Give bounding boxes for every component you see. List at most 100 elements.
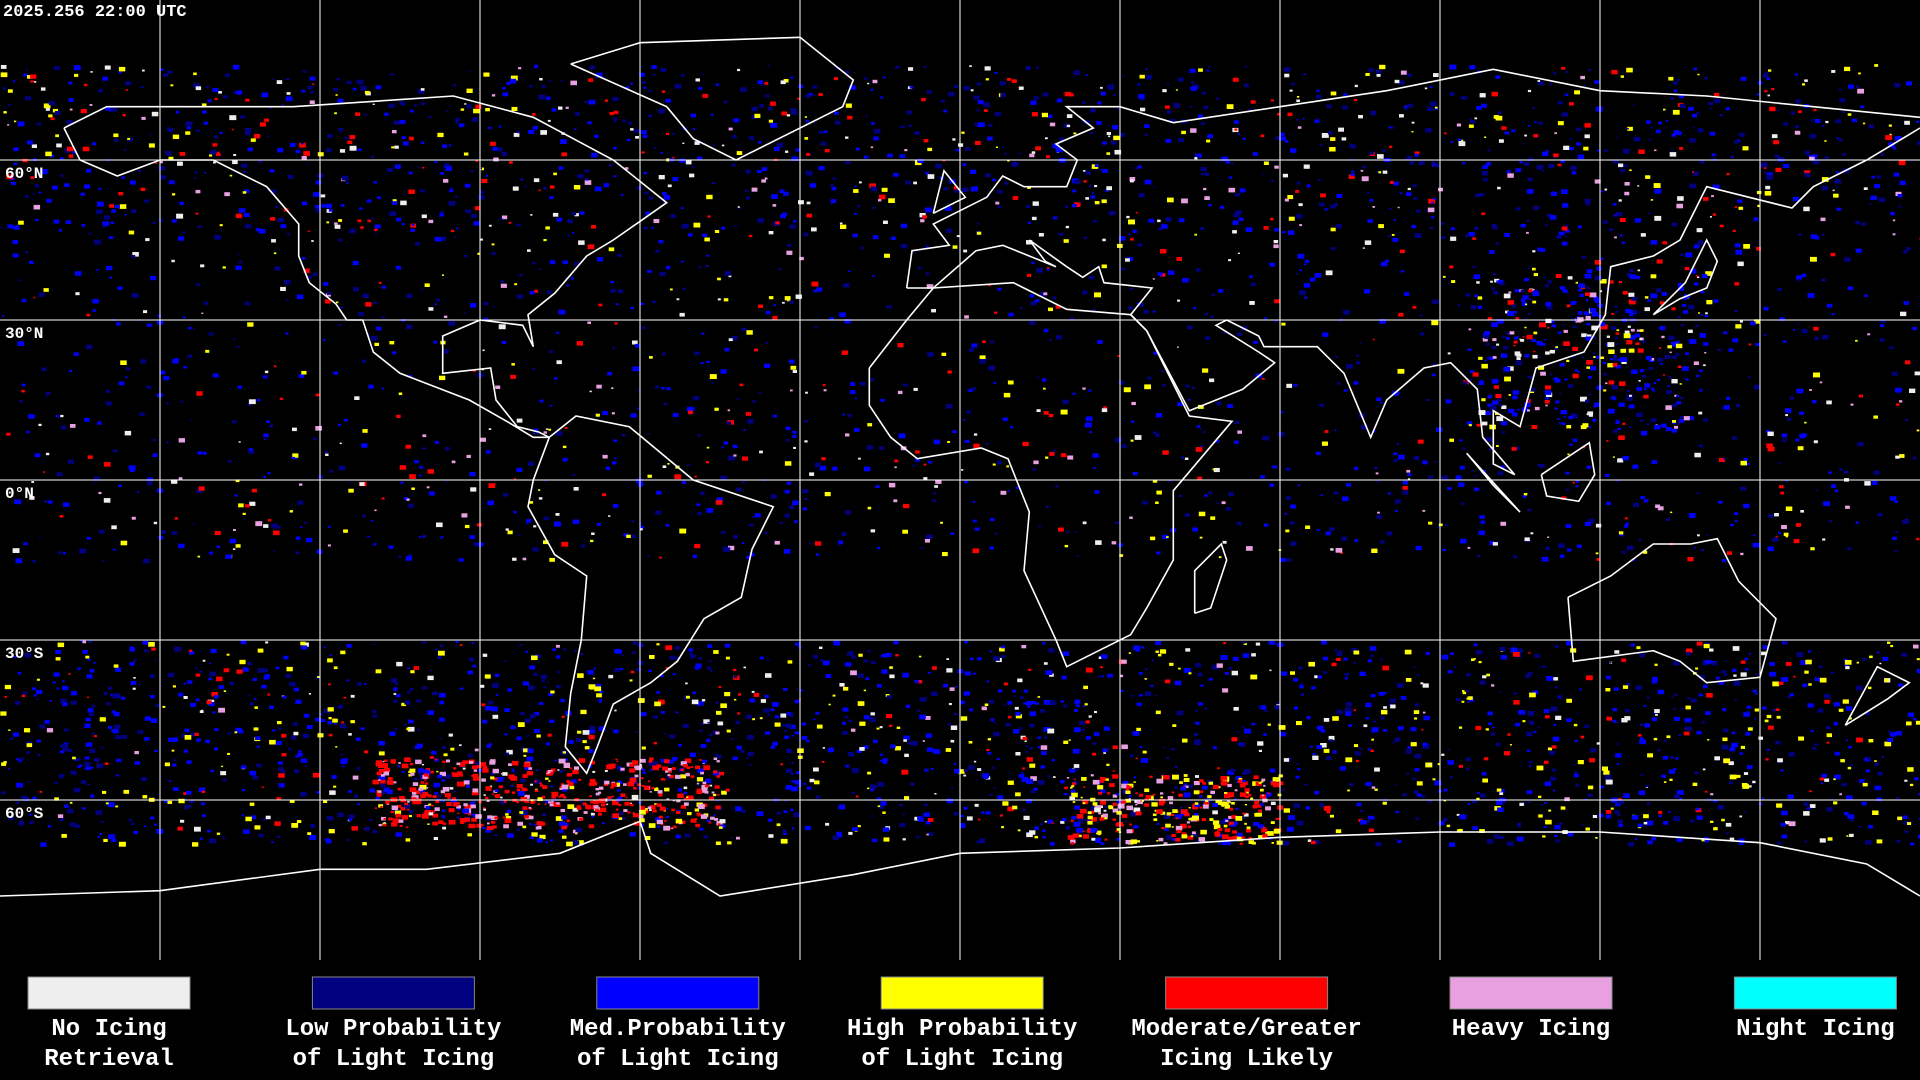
icing-pixel [700, 491, 705, 496]
icing-pixel [27, 781, 31, 783]
icing-pixel [49, 699, 52, 702]
icing-pixel [1270, 99, 1274, 102]
icing-pixel [1719, 224, 1724, 228]
icing-pixel [943, 109, 947, 113]
icing-pixel [168, 180, 175, 185]
icing-pixel [1120, 689, 1124, 692]
icing-pixel [103, 215, 110, 220]
icing-pixel [1326, 756, 1332, 760]
icing-pixel [1064, 786, 1068, 790]
icing-pixel [383, 822, 386, 824]
icing-pixel [1046, 155, 1051, 159]
icing-pixel [116, 758, 122, 763]
icing-pixel [879, 446, 884, 450]
icing-pixel [394, 145, 399, 149]
icing-pixel [1483, 178, 1488, 182]
icing-pixel [1537, 247, 1543, 252]
icing-pixel [341, 721, 344, 724]
icing-pixel [1625, 522, 1629, 525]
icing-pixel [1804, 170, 1811, 175]
icing-pixel [969, 169, 976, 174]
icing-pixel [245, 224, 252, 229]
icing-pixel [1738, 206, 1744, 210]
icing-pixel [670, 288, 673, 291]
icing-pixel [815, 795, 821, 799]
icing-pixel [852, 827, 858, 832]
icing-pixel [1280, 136, 1286, 141]
icing-pixel [1735, 324, 1742, 329]
icing-pixel [1022, 767, 1026, 770]
icing-pixel [449, 787, 454, 790]
icing-pixel [1800, 660, 1808, 665]
icing-pixel [1701, 721, 1705, 724]
icing-pixel [1151, 795, 1154, 798]
icing-pixel [715, 83, 720, 86]
icing-pixel [1232, 220, 1239, 225]
icing-pixel [571, 212, 577, 216]
icing-pixel [1187, 784, 1193, 788]
icing-pixel [142, 795, 148, 799]
icing-pixel [1166, 835, 1173, 840]
icing-pixel [759, 656, 764, 660]
icing-pixel [1785, 480, 1788, 482]
icing-pixel [506, 81, 511, 85]
icing-pixel [726, 421, 732, 425]
icing-pixel [870, 529, 876, 533]
icing-pixel [1275, 136, 1281, 141]
icing-pixel [759, 104, 764, 108]
icing-pixel [1855, 521, 1859, 524]
icing-pixel [979, 359, 986, 364]
icing-pixel [106, 702, 111, 706]
icing-pixel [1042, 92, 1049, 97]
icing-pixel [783, 191, 789, 196]
icing-pixel [786, 250, 793, 255]
icing-pixel [60, 174, 64, 177]
icing-pixel [1542, 835, 1546, 838]
icing-pixel [1164, 828, 1169, 832]
icing-pixel [1580, 75, 1585, 80]
icing-pixel [775, 221, 780, 225]
icing-pixel [1874, 184, 1881, 189]
icing-pixel [870, 88, 874, 91]
icing-pixel [452, 84, 456, 87]
icing-pixel [267, 693, 271, 696]
icing-pixel [1402, 490, 1409, 495]
icing-pixel [1345, 702, 1352, 707]
icing-pixel [1222, 688, 1229, 693]
icing-pixel [357, 148, 362, 152]
icing-pixel [1539, 464, 1545, 468]
icing-pixel [45, 391, 51, 395]
icing-pixel [723, 547, 731, 553]
icing-pixel [420, 141, 425, 144]
icing-pixel [1043, 328, 1049, 333]
icing-pixel [1624, 716, 1631, 721]
icing-pixel [333, 87, 339, 92]
icing-pixel [858, 457, 861, 460]
icing-pixel [1304, 263, 1307, 266]
icing-pixel [356, 767, 360, 770]
icing-pixel [493, 157, 499, 162]
icing-pixel [1699, 160, 1705, 164]
icing-pixel [1461, 96, 1464, 99]
icing-pixel [171, 479, 178, 484]
icing-pixel [1763, 166, 1767, 169]
icing-pixel [1073, 132, 1077, 135]
icing-pixel [160, 530, 166, 534]
icing-pixel [926, 747, 934, 752]
icing-pixel [801, 722, 807, 726]
icing-pixel [1071, 816, 1077, 820]
icing-pixel [1699, 675, 1705, 679]
icing-pixel [1800, 510, 1804, 513]
icing-pixel [172, 193, 176, 196]
icing-pixel [1260, 705, 1267, 710]
icing-pixel [539, 78, 543, 81]
icing-pixel [193, 72, 197, 76]
icing-pixel [350, 694, 355, 698]
icing-pixel [608, 515, 611, 517]
icing-pixel [1643, 821, 1648, 825]
icing-pixel [224, 73, 230, 78]
icing-pixel [171, 259, 175, 263]
icing-pixel [46, 198, 52, 203]
icing-pixel [155, 704, 160, 708]
icing-pixel [1073, 727, 1081, 733]
